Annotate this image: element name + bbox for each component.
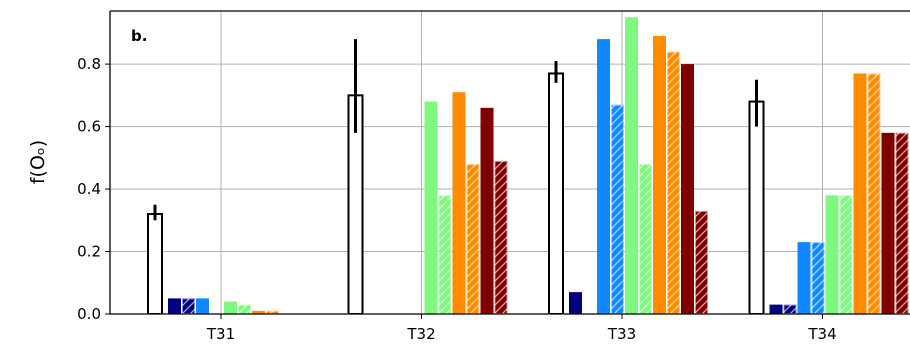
reference-bar: [147, 213, 163, 314]
bar: [769, 304, 783, 314]
bar: [196, 298, 209, 314]
hatch-overlay: [783, 304, 797, 314]
y-tick-label: 0.4: [77, 180, 101, 198]
bar: [452, 92, 466, 314]
hatch-overlay: [494, 160, 508, 314]
bar: [480, 107, 494, 314]
bar: [569, 292, 582, 314]
y-axis-label: f(Oₒ): [27, 140, 49, 184]
hatch-overlay: [611, 104, 624, 314]
bar: [252, 310, 265, 314]
panel-label: b.: [131, 27, 147, 45]
hatch-overlay: [839, 195, 853, 314]
hatch-overlay: [811, 242, 825, 314]
x-tick-label: T31: [206, 325, 235, 343]
hatch-overlay: [895, 132, 909, 314]
hatch-overlay: [867, 73, 881, 314]
axes: 0.0 0.2 0.4 0.6 0.8 T31 T32 T33 T34: [77, 10, 910, 343]
bar: [597, 39, 610, 314]
hatch-overlay: [639, 164, 652, 314]
bar: [625, 17, 638, 314]
x-tick-label: T32: [406, 325, 435, 343]
bar: [881, 132, 895, 314]
hatch-overlay: [238, 304, 251, 314]
reference-bar: [748, 100, 765, 314]
hatch-overlay: [182, 298, 195, 314]
hatch-overlay: [266, 310, 279, 314]
hatch-overlay: [695, 210, 708, 314]
hatch-overlay: [667, 51, 680, 314]
hatch-overlay: [438, 195, 452, 314]
bar: [653, 35, 666, 314]
bars: [147, 17, 909, 314]
y-tick-label: 0.2: [77, 243, 101, 261]
bar: [168, 298, 181, 314]
bar: [797, 242, 811, 314]
x-tick-label: T34: [807, 325, 836, 343]
x-tick-label: T33: [607, 325, 636, 343]
y-tick-label: 0.0: [77, 305, 101, 323]
bar: [825, 195, 839, 314]
hatch-overlay: [466, 164, 480, 314]
y-tick-label: 0.6: [77, 118, 101, 136]
bar: [224, 301, 237, 314]
reference-bar: [548, 72, 564, 314]
bar: [853, 73, 867, 314]
bar: [681, 64, 694, 314]
bar: [424, 101, 438, 314]
y-tick-label: 0.8: [77, 55, 101, 73]
grid: [110, 11, 910, 315]
